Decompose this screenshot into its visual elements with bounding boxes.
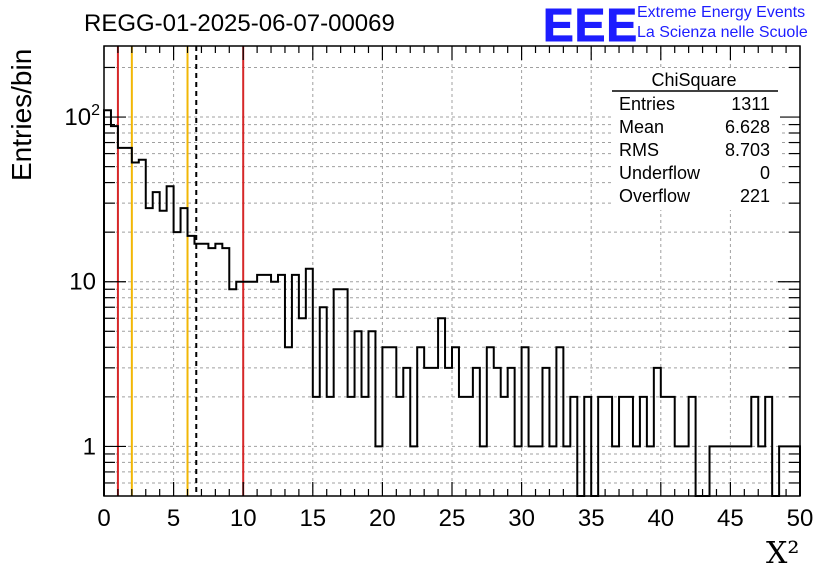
x-tick-label: 40 (647, 505, 674, 532)
x-tick-label: 30 (508, 505, 535, 532)
stats-row-value: 1311 (731, 94, 770, 114)
x-tick-label: 10 (230, 505, 257, 532)
x-tick-label: 45 (717, 505, 744, 532)
x-tick-label: 5 (167, 505, 180, 532)
tick-labels: 0 5 10 15 20 25 30 35 40 45 50 1 10 102 (64, 102, 813, 532)
x-tick-label: 35 (578, 505, 605, 532)
x-axis-label: X² (766, 536, 800, 571)
stats-row-label: RMS (619, 140, 659, 160)
stats-row-value: 6.628 (725, 117, 770, 137)
stats-row-label: Mean (619, 117, 664, 137)
page-title: REGG-01-2025-06-07-00069 (84, 10, 395, 37)
stats-row-label: Overflow (619, 186, 691, 206)
logo-line-1: Extreme Energy Events (637, 4, 806, 21)
stats-box: ChiSquare Entries 1311 Mean 6.628 RMS 8.703 Un… (612, 68, 780, 210)
stats-row-label: Entries (619, 94, 675, 114)
histogram-outline (103, 109, 801, 497)
logo-line-2: La Scienza nelle Scuole (637, 24, 808, 41)
stats-row-label: Underflow (619, 163, 701, 183)
x-tick-label: 15 (299, 505, 326, 532)
eee-logo: EEE (542, 0, 639, 52)
y-tick-label: 10 (69, 269, 96, 296)
x-tick-label: 0 (97, 505, 110, 532)
x-tick-label: 20 (369, 505, 396, 532)
y-tick-label: 1 (83, 433, 96, 460)
stats-box-title: ChiSquare (651, 70, 736, 90)
axes (103, 45, 801, 497)
histogram-bars (103, 109, 801, 497)
reference-lines (116, 46, 245, 496)
y-tick-label: 102 (64, 102, 100, 131)
stats-row-value: 221 (740, 186, 770, 206)
stats-row-value: 0 (760, 163, 770, 183)
x-tick-label: 25 (439, 505, 466, 532)
x-tick-label: 50 (787, 505, 814, 532)
stats-row-value: 8.703 (725, 140, 770, 160)
